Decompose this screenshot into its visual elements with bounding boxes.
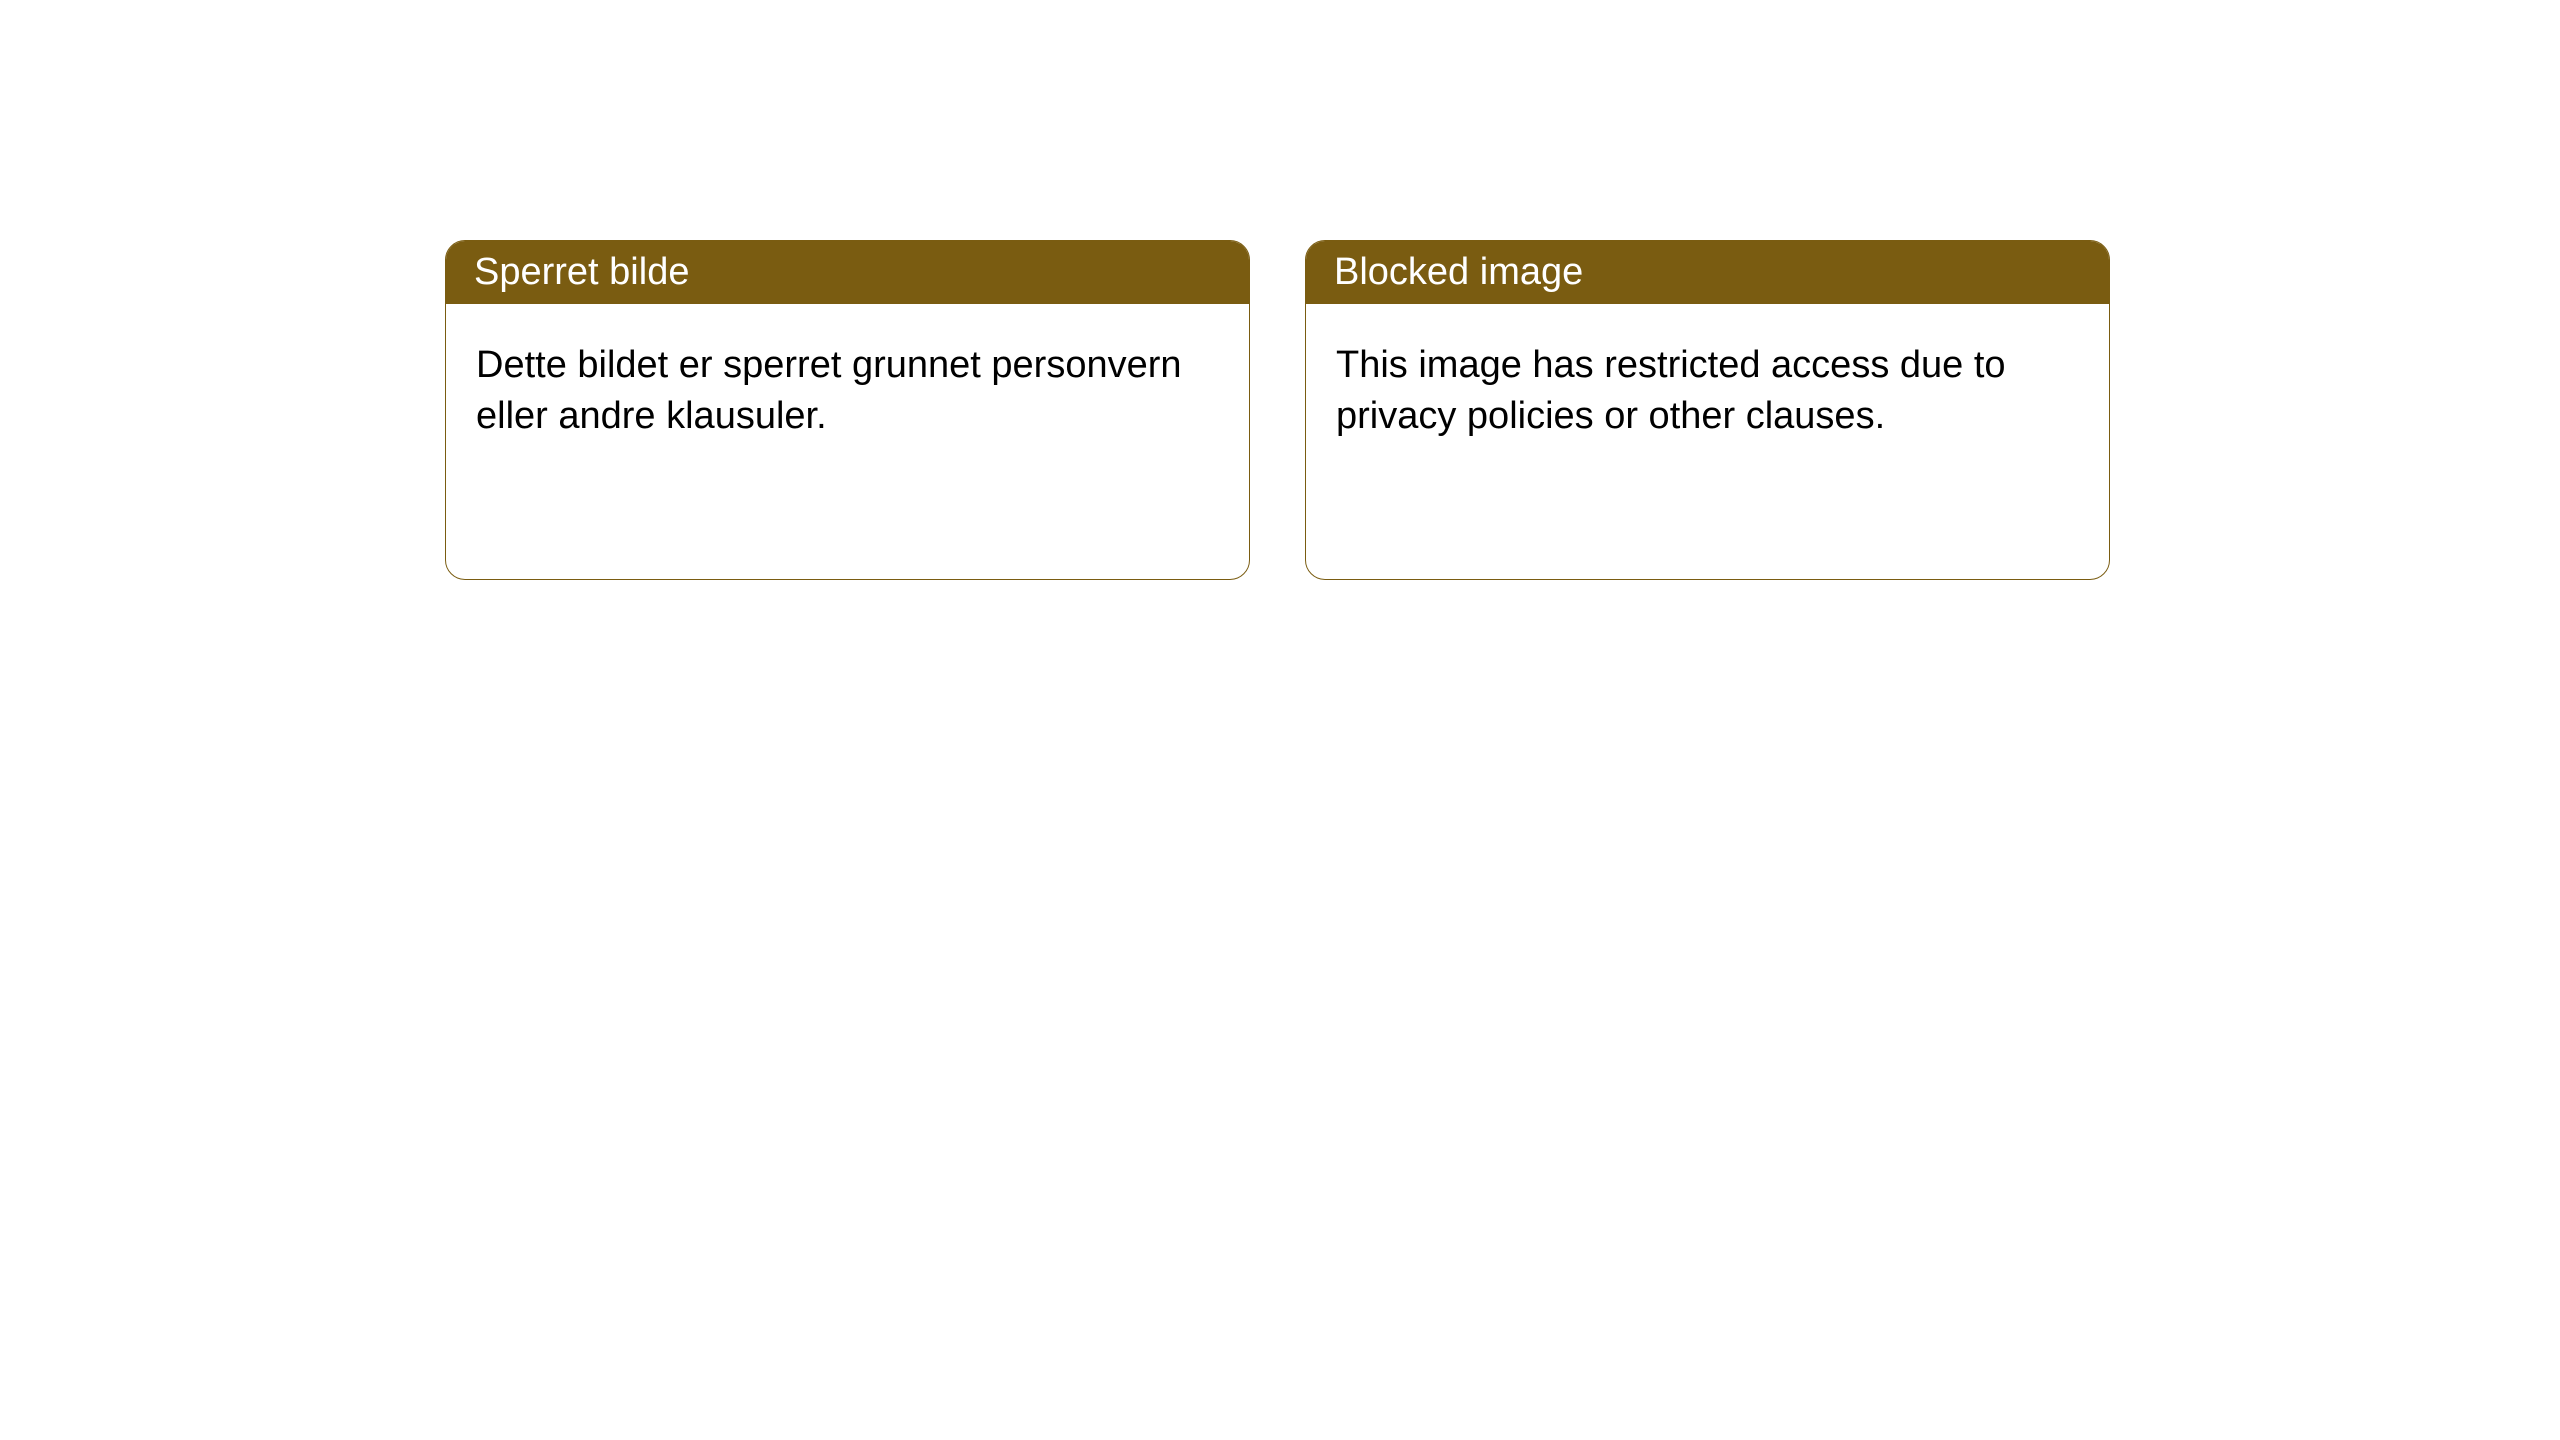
notice-title-no: Sperret bilde [446,241,1249,304]
notice-body-no: Dette bildet er sperret grunnet personve… [446,304,1249,479]
notice-body-en: This image has restricted access due to … [1306,304,2109,479]
notice-title-en: Blocked image [1306,241,2109,304]
notice-card-en: Blocked image This image has restricted … [1305,240,2110,580]
notice-card-no: Sperret bilde Dette bildet er sperret gr… [445,240,1250,580]
notice-cards-row: Sperret bilde Dette bildet er sperret gr… [445,240,2110,580]
